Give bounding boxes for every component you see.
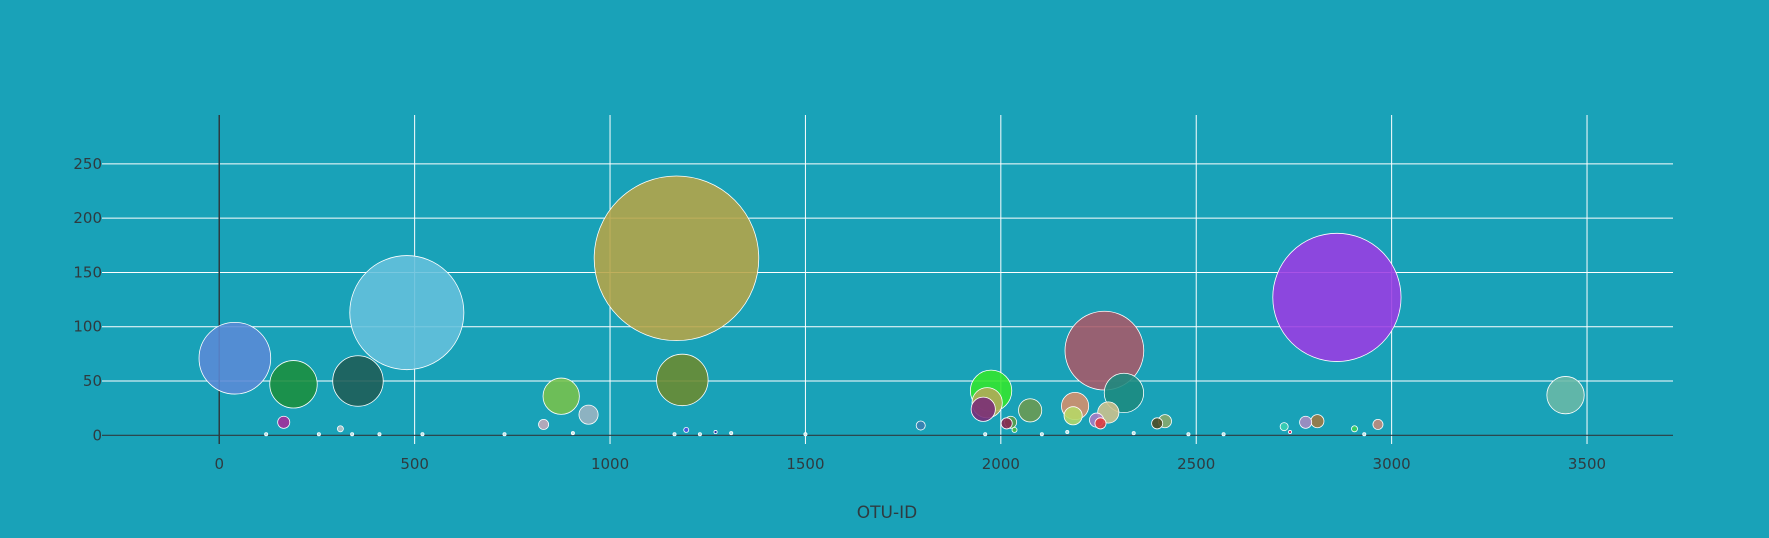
bubble-point[interactable] xyxy=(1094,417,1107,430)
bubble-point[interactable] xyxy=(269,360,318,409)
bubble-point[interactable] xyxy=(1546,376,1585,415)
bubble-point[interactable] xyxy=(1151,417,1164,430)
x-tick-label: 3500 xyxy=(1568,455,1606,473)
bubble-point[interactable] xyxy=(316,432,321,437)
bubble-point[interactable] xyxy=(1011,426,1018,433)
bubble-point[interactable] xyxy=(803,432,808,437)
bubble-point[interactable] xyxy=(570,431,575,436)
x-tick-label: 500 xyxy=(400,455,429,473)
y-tick-label: 200 xyxy=(73,209,102,227)
bubble-point[interactable] xyxy=(683,426,690,433)
y-tick-labels: 0 50 100 150 200 250 xyxy=(73,155,102,444)
y-tick-label: 150 xyxy=(73,263,102,281)
bubble-point[interactable] xyxy=(538,419,550,430)
y-gridlines xyxy=(102,163,1673,382)
bubble-point[interactable] xyxy=(277,415,291,429)
bubble-point[interactable] xyxy=(377,432,382,437)
bubble-point[interactable] xyxy=(1131,431,1136,436)
bubble-point[interactable] xyxy=(420,432,425,437)
x-tick-labels: 0 500 1000 1500 2000 2500 3000 3500 xyxy=(214,455,1606,473)
bubble-point[interactable] xyxy=(1221,432,1226,437)
bubble-point[interactable] xyxy=(713,430,718,435)
bubble-point[interactable] xyxy=(350,432,355,437)
bubble-point[interactable] xyxy=(672,432,677,437)
bubble-point[interactable] xyxy=(1186,432,1191,437)
bubble-point[interactable] xyxy=(1362,432,1367,437)
bubble-point[interactable] xyxy=(1039,432,1044,437)
y-tick-label: 100 xyxy=(73,318,102,336)
x-tick-label: 2000 xyxy=(982,455,1020,473)
bubble-point[interactable] xyxy=(1288,430,1293,435)
bubble-point[interactable] xyxy=(332,355,384,407)
bubble-point[interactable] xyxy=(1000,417,1013,430)
bubble-point[interactable] xyxy=(1103,372,1145,414)
x-tick-label: 2500 xyxy=(1177,455,1215,473)
bubble-point[interactable] xyxy=(1018,398,1043,423)
y-tick-label: 0 xyxy=(92,426,102,444)
y-tick-label: 250 xyxy=(73,155,102,173)
bubble-point[interactable] xyxy=(656,353,709,407)
bubble-point[interactable] xyxy=(198,321,272,395)
x-tick-label: 3000 xyxy=(1373,455,1411,473)
bubble-point[interactable] xyxy=(1299,415,1313,429)
x-tick-label: 1000 xyxy=(591,455,629,473)
y-tick-label: 50 xyxy=(83,372,102,390)
bubble-point[interactable] xyxy=(697,432,702,437)
bubble-point[interactable] xyxy=(1063,406,1083,426)
bubble-point[interactable] xyxy=(1372,419,1384,430)
x-tick-label: 0 xyxy=(214,455,224,473)
bubble-point[interactable] xyxy=(983,432,988,437)
bubble-point[interactable] xyxy=(1272,232,1402,362)
bubble-point[interactable] xyxy=(729,431,734,436)
bubble-point[interactable] xyxy=(349,255,465,371)
bubble-point[interactable] xyxy=(970,396,996,422)
x-axis-title: OTU-ID xyxy=(857,503,917,523)
x-tick-label: 1500 xyxy=(786,455,824,473)
bubble-point[interactable] xyxy=(578,404,599,425)
bubbles xyxy=(198,175,1585,437)
bubble-point[interactable] xyxy=(1310,414,1325,429)
bubble-point[interactable] xyxy=(502,432,507,437)
bubble-point[interactable] xyxy=(542,377,580,415)
bubble-point[interactable] xyxy=(336,425,344,433)
bubble-point[interactable] xyxy=(593,175,760,342)
bubble-point[interactable] xyxy=(1065,430,1070,435)
bubble-point[interactable] xyxy=(264,432,269,437)
bubble-point[interactable] xyxy=(1279,422,1289,432)
bubble-point[interactable] xyxy=(915,420,926,431)
bubble-point[interactable] xyxy=(1351,425,1358,433)
